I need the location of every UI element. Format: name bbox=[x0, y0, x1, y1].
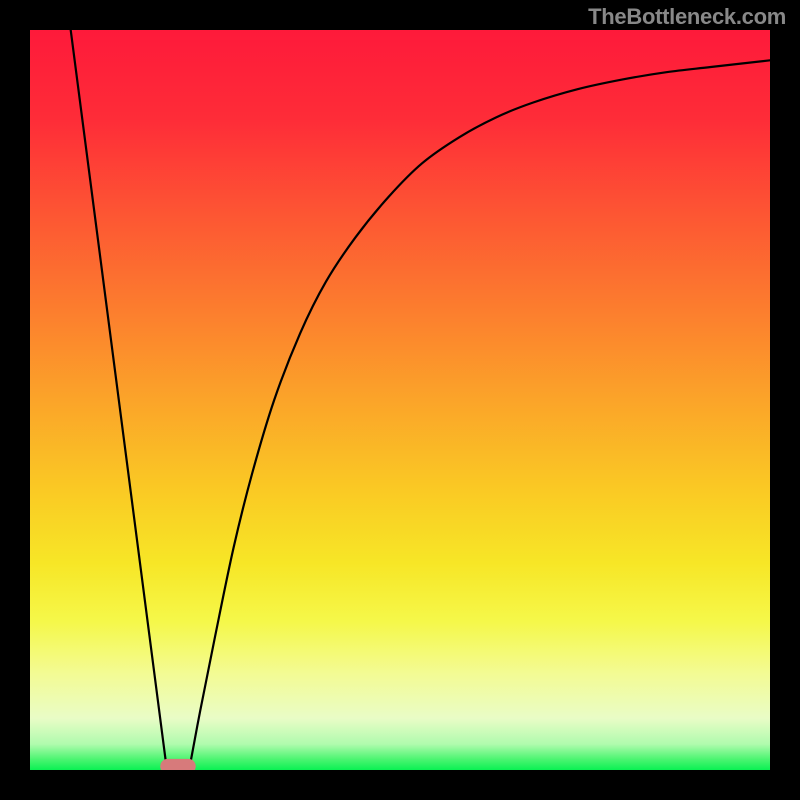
watermark-text: TheBottleneck.com bbox=[588, 4, 786, 30]
gradient-background bbox=[30, 30, 770, 770]
frame-right bbox=[770, 0, 800, 800]
chart-container: TheBottleneck.com bbox=[0, 0, 800, 800]
frame-bottom bbox=[0, 770, 800, 800]
frame-left bbox=[0, 0, 30, 800]
chart-svg bbox=[0, 0, 800, 800]
